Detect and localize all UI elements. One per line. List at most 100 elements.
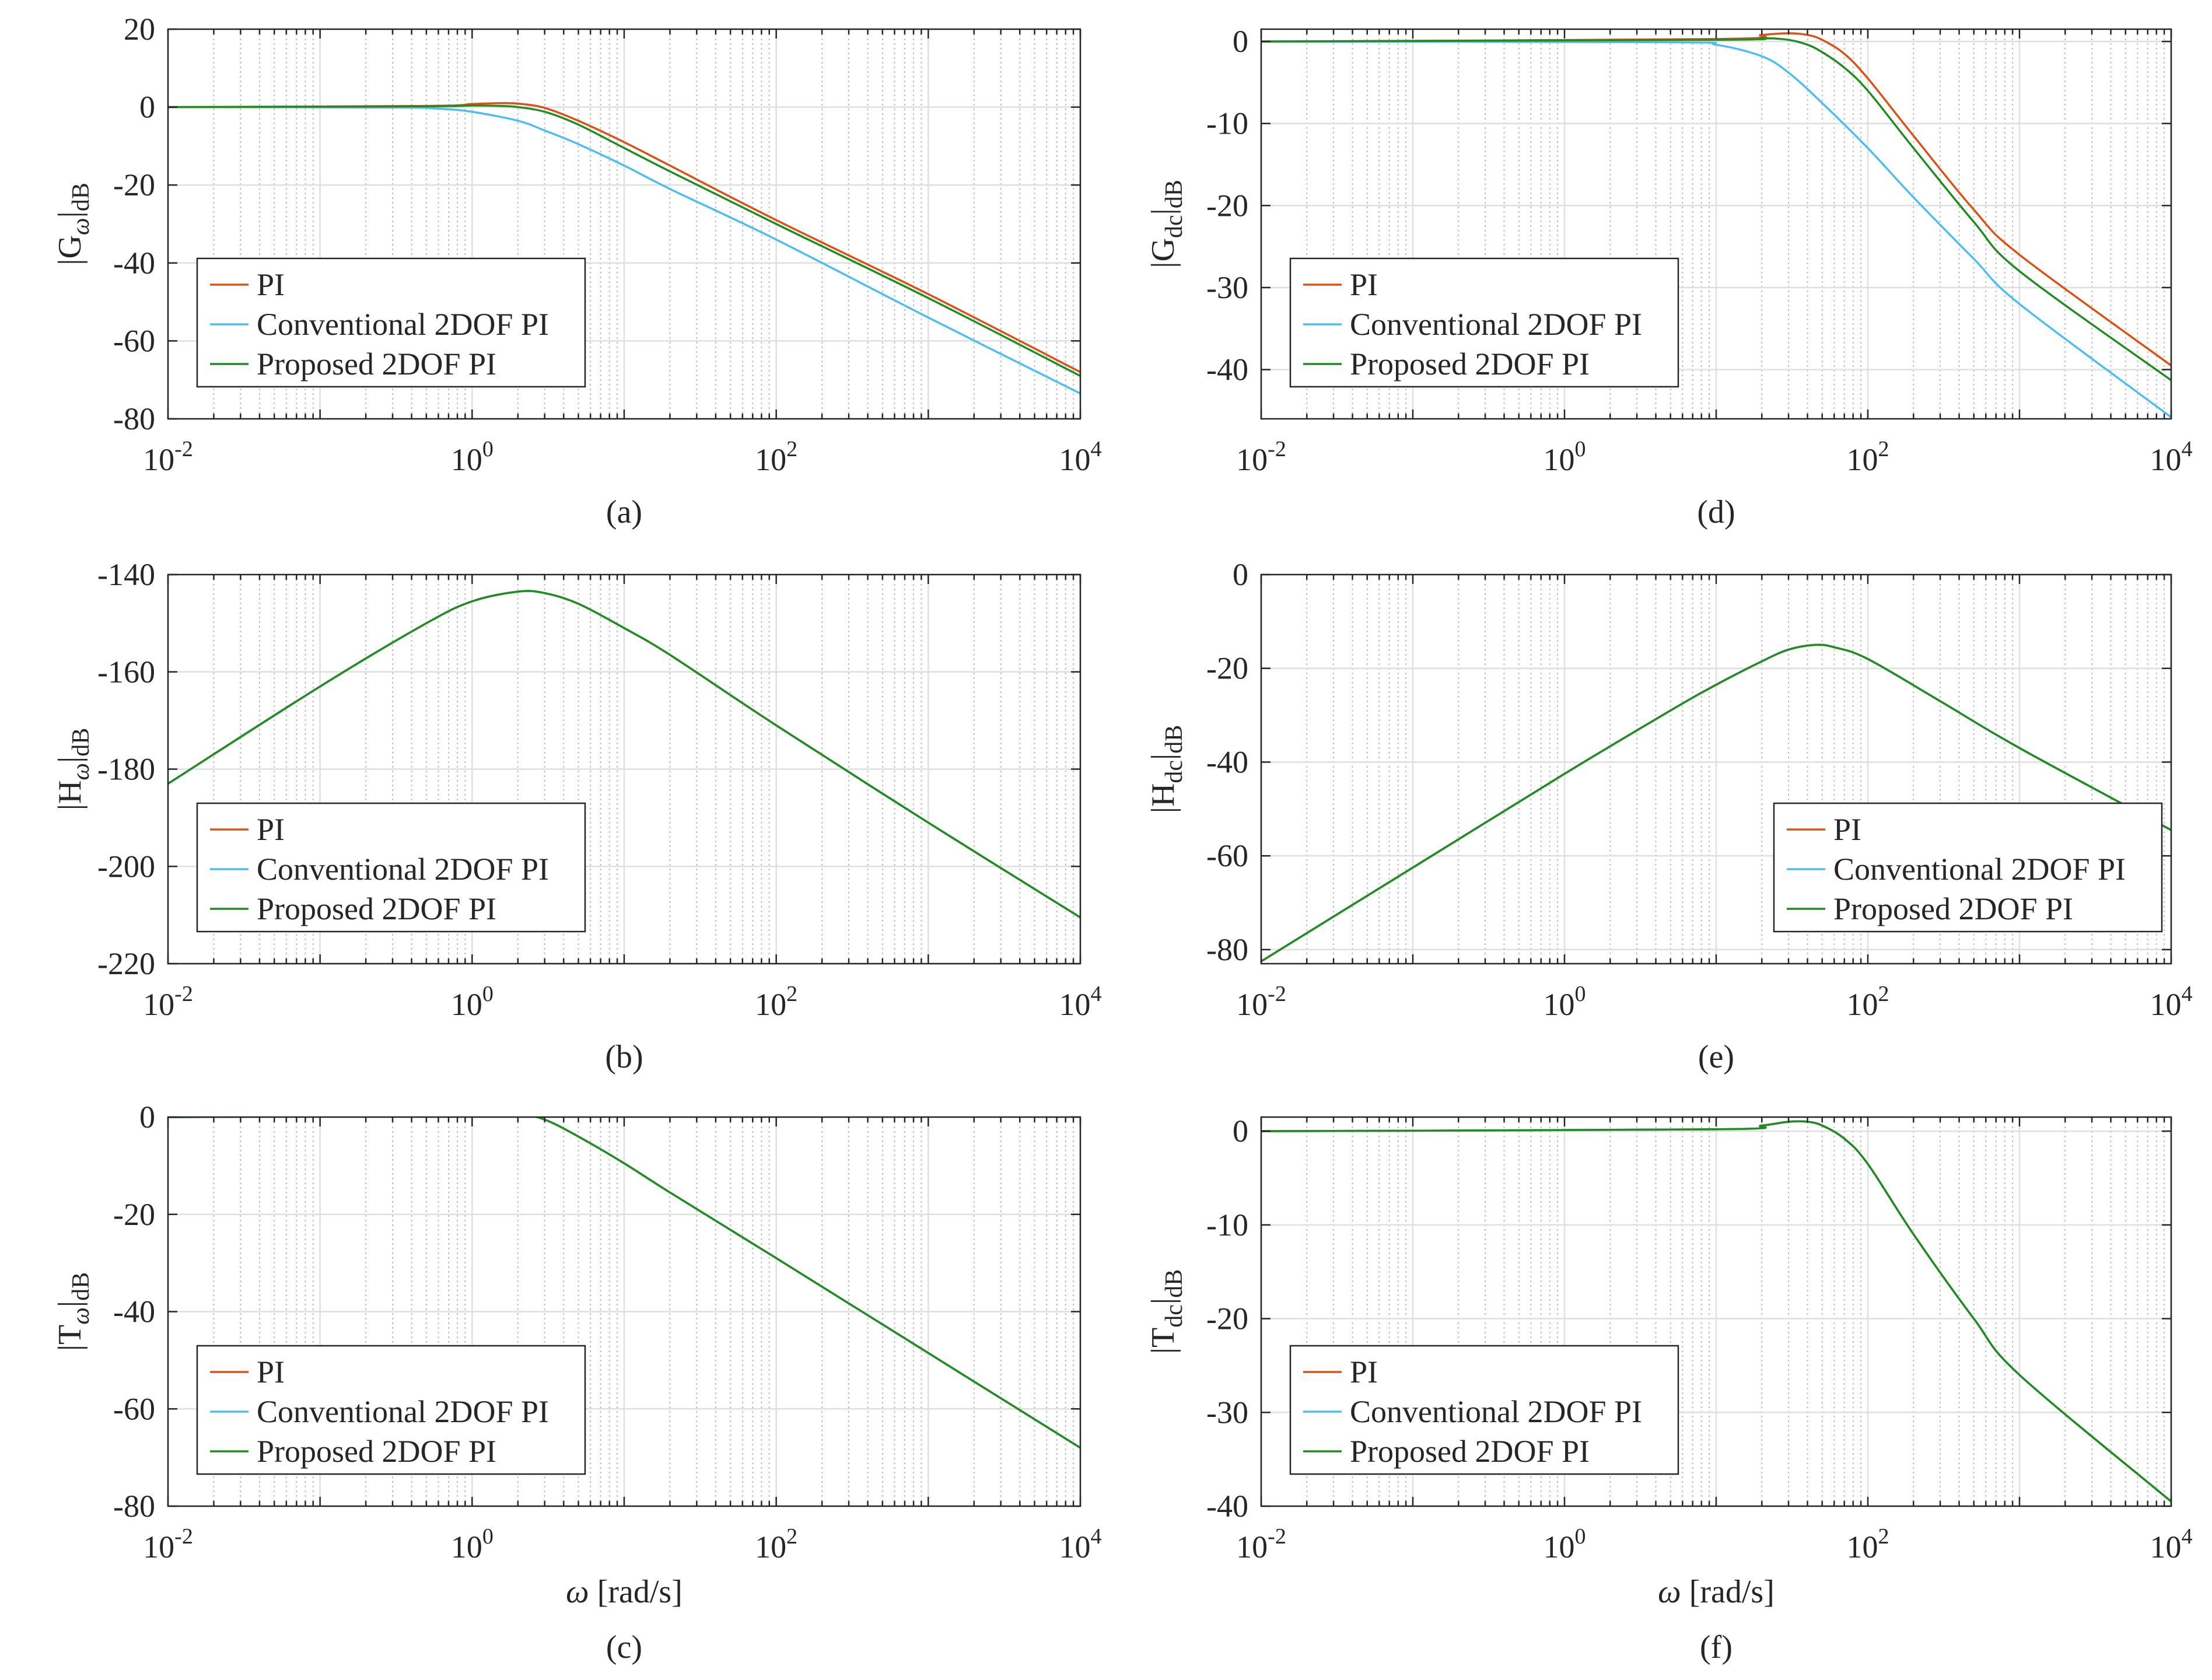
subplot-f: -40 -30 -20 -10 0 10-2 100 102 104 |Tdc|dB ω [rad/… bbox=[1145, 1114, 2193, 1665]
y-axis-label: |Gdc|dB bbox=[1145, 180, 1188, 268]
subplot-a: -80 -60 -40 -20 0 20 10-2 100 102 104 |Gω|dB (a) PI C… bbox=[52, 12, 1102, 530]
legend-entry: PI bbox=[1350, 267, 1378, 302]
y-tick-label: -180 bbox=[97, 752, 155, 787]
legend: PI Conventional 2DOF PI Proposed 2DOF PI bbox=[1289, 257, 1679, 388]
x-tick-label: 102 bbox=[755, 982, 797, 1022]
series-line-prop bbox=[1261, 1120, 2171, 1503]
y-tick-label: -40 bbox=[1206, 352, 1248, 387]
x-tick-label: 102 bbox=[755, 437, 797, 477]
x-tick-label: 10-2 bbox=[1236, 1524, 1286, 1564]
subplot-label: (e) bbox=[1698, 1039, 1734, 1075]
x-axis-label: ω [rad/s] bbox=[1658, 1574, 1774, 1610]
x-tick-label: 104 bbox=[2150, 437, 2193, 477]
legend-entry: Proposed 2DOF PI bbox=[1350, 1434, 1590, 1469]
legend: PI Conventional 2DOF PI Proposed 2DOF PI bbox=[1773, 802, 2163, 933]
legend-entry: Conventional 2DOF PI bbox=[1833, 852, 2126, 887]
subplot-d: -40 -30 -20 -10 0 10-2 100 102 104 |Gdc|dB (d) PI Co… bbox=[1145, 24, 2193, 530]
y-tick-label: -20 bbox=[113, 167, 155, 202]
x-tick-label: 10-2 bbox=[1236, 437, 1286, 477]
y-tick-label: -20 bbox=[1206, 1301, 1248, 1336]
legend-entry: Proposed 2DOF PI bbox=[257, 346, 496, 382]
series-group bbox=[1261, 32, 2171, 418]
x-tick-label: 10-2 bbox=[143, 437, 193, 477]
series-group bbox=[1261, 643, 2171, 963]
y-tick-label: -40 bbox=[1206, 1489, 1248, 1524]
series-line-conv bbox=[168, 106, 1080, 395]
x-tick-label: 100 bbox=[451, 1524, 494, 1564]
legend: PI Conventional 2DOF PI Proposed 2DOF PI bbox=[196, 802, 586, 933]
y-tick-label: 0 bbox=[1233, 24, 1248, 59]
y-tick-label: -220 bbox=[97, 946, 155, 981]
y-axis-label: |Tω|dB bbox=[52, 1272, 94, 1351]
legend-box bbox=[1289, 257, 1679, 388]
y-tick-label: -80 bbox=[1206, 932, 1248, 967]
legend-entry: PI bbox=[257, 1354, 285, 1390]
x-tick-label: 100 bbox=[1544, 982, 1586, 1022]
subplot-e: -80 -60 -40 -20 0 10-2 100 102 104 |Hdc|dB (e) PI Co… bbox=[1145, 557, 2193, 1075]
series-group bbox=[168, 102, 1080, 395]
x-tick-label: 102 bbox=[1847, 982, 1889, 1022]
subplot-label: (b) bbox=[605, 1039, 643, 1075]
y-axis-label: |Hdc|dB bbox=[1145, 725, 1188, 814]
x-tick-label: 104 bbox=[2150, 1524, 2193, 1564]
legend-box bbox=[196, 257, 586, 388]
series-line-prop bbox=[1261, 643, 2171, 963]
legend-entry: Conventional 2DOF PI bbox=[257, 307, 549, 342]
x-tick-label: 102 bbox=[1847, 437, 1889, 477]
legend: PI Conventional 2DOF PI Proposed 2DOF PI bbox=[196, 1345, 586, 1475]
x-tick-label: 10-2 bbox=[143, 982, 193, 1022]
y-tick-label: 20 bbox=[124, 12, 155, 47]
series-line-prop bbox=[168, 1117, 1080, 1449]
legend-entry: PI bbox=[1350, 1354, 1378, 1390]
x-tick-label: 10-2 bbox=[1236, 982, 1286, 1022]
legend-entry: Proposed 2DOF PI bbox=[257, 1434, 496, 1469]
y-tick-label: 0 bbox=[1233, 1114, 1248, 1149]
legend-entry: PI bbox=[257, 267, 285, 302]
x-tick-label: 104 bbox=[2150, 982, 2193, 1022]
y-tick-label: -30 bbox=[1206, 1395, 1248, 1430]
legend-entry: Proposed 2DOF PI bbox=[257, 891, 496, 926]
y-tick-label: -20 bbox=[1206, 651, 1248, 686]
series-line-prop bbox=[168, 590, 1080, 919]
legend-entry: Proposed 2DOF PI bbox=[1350, 346, 1590, 382]
subplot-b: -220 -200 -180 -160 -140 10-2 100 102 104 |Hω|dB (… bbox=[52, 557, 1102, 1075]
x-tick-label: 100 bbox=[451, 437, 494, 477]
y-axis-label: |Tdc|dB bbox=[1145, 1269, 1188, 1354]
legend: PI Conventional 2DOF PI Proposed 2DOF PI bbox=[1289, 1345, 1679, 1475]
y-tick-label: -10 bbox=[1206, 1208, 1248, 1242]
y-tick-label: 0 bbox=[1233, 557, 1248, 592]
series-line-prop bbox=[168, 104, 1080, 377]
y-axis-label: |Gω|dB bbox=[52, 183, 94, 265]
subplot-c: -80 -60 -40 -20 0 10-2 100 102 104 |Tω|dB ω [rad/s… bbox=[52, 1100, 1102, 1665]
series-group bbox=[168, 590, 1080, 919]
legend-entry: PI bbox=[1833, 812, 1861, 847]
x-tick-label: 104 bbox=[1059, 437, 1102, 477]
series-group bbox=[1261, 1120, 2171, 1503]
x-tick-label: 102 bbox=[755, 1524, 797, 1564]
legend-entry: PI bbox=[257, 812, 285, 847]
series-line-conv bbox=[1261, 40, 2171, 418]
legend-entry: Proposed 2DOF PI bbox=[1833, 891, 2073, 926]
y-tick-label: -40 bbox=[113, 1294, 155, 1329]
y-tick-label: -80 bbox=[113, 401, 155, 436]
y-tick-label: 0 bbox=[139, 1100, 155, 1135]
legend-entry: Conventional 2DOF PI bbox=[1350, 307, 1642, 342]
y-tick-label: -60 bbox=[113, 323, 155, 358]
series-line-prop bbox=[1261, 37, 2171, 382]
x-axis-label: ω [rad/s] bbox=[566, 1574, 682, 1610]
y-axis-label: |Hω|dB bbox=[52, 728, 94, 811]
y-tick-label: -40 bbox=[113, 246, 155, 281]
y-tick-label: -60 bbox=[1206, 838, 1248, 873]
y-tick-label: 0 bbox=[139, 90, 155, 125]
legend-box bbox=[1289, 1345, 1679, 1475]
y-tick-label: -60 bbox=[113, 1391, 155, 1426]
legend-entry: Conventional 2DOF PI bbox=[1350, 1394, 1642, 1429]
legend: PI Conventional 2DOF PI Proposed 2DOF PI bbox=[196, 257, 586, 388]
y-tick-label: -80 bbox=[113, 1489, 155, 1524]
y-tick-label: -200 bbox=[97, 849, 155, 884]
legend-box bbox=[196, 802, 586, 933]
y-tick-label: -160 bbox=[97, 654, 155, 690]
subplot-label: (d) bbox=[1697, 494, 1735, 530]
subplot-label: (a) bbox=[606, 494, 642, 530]
